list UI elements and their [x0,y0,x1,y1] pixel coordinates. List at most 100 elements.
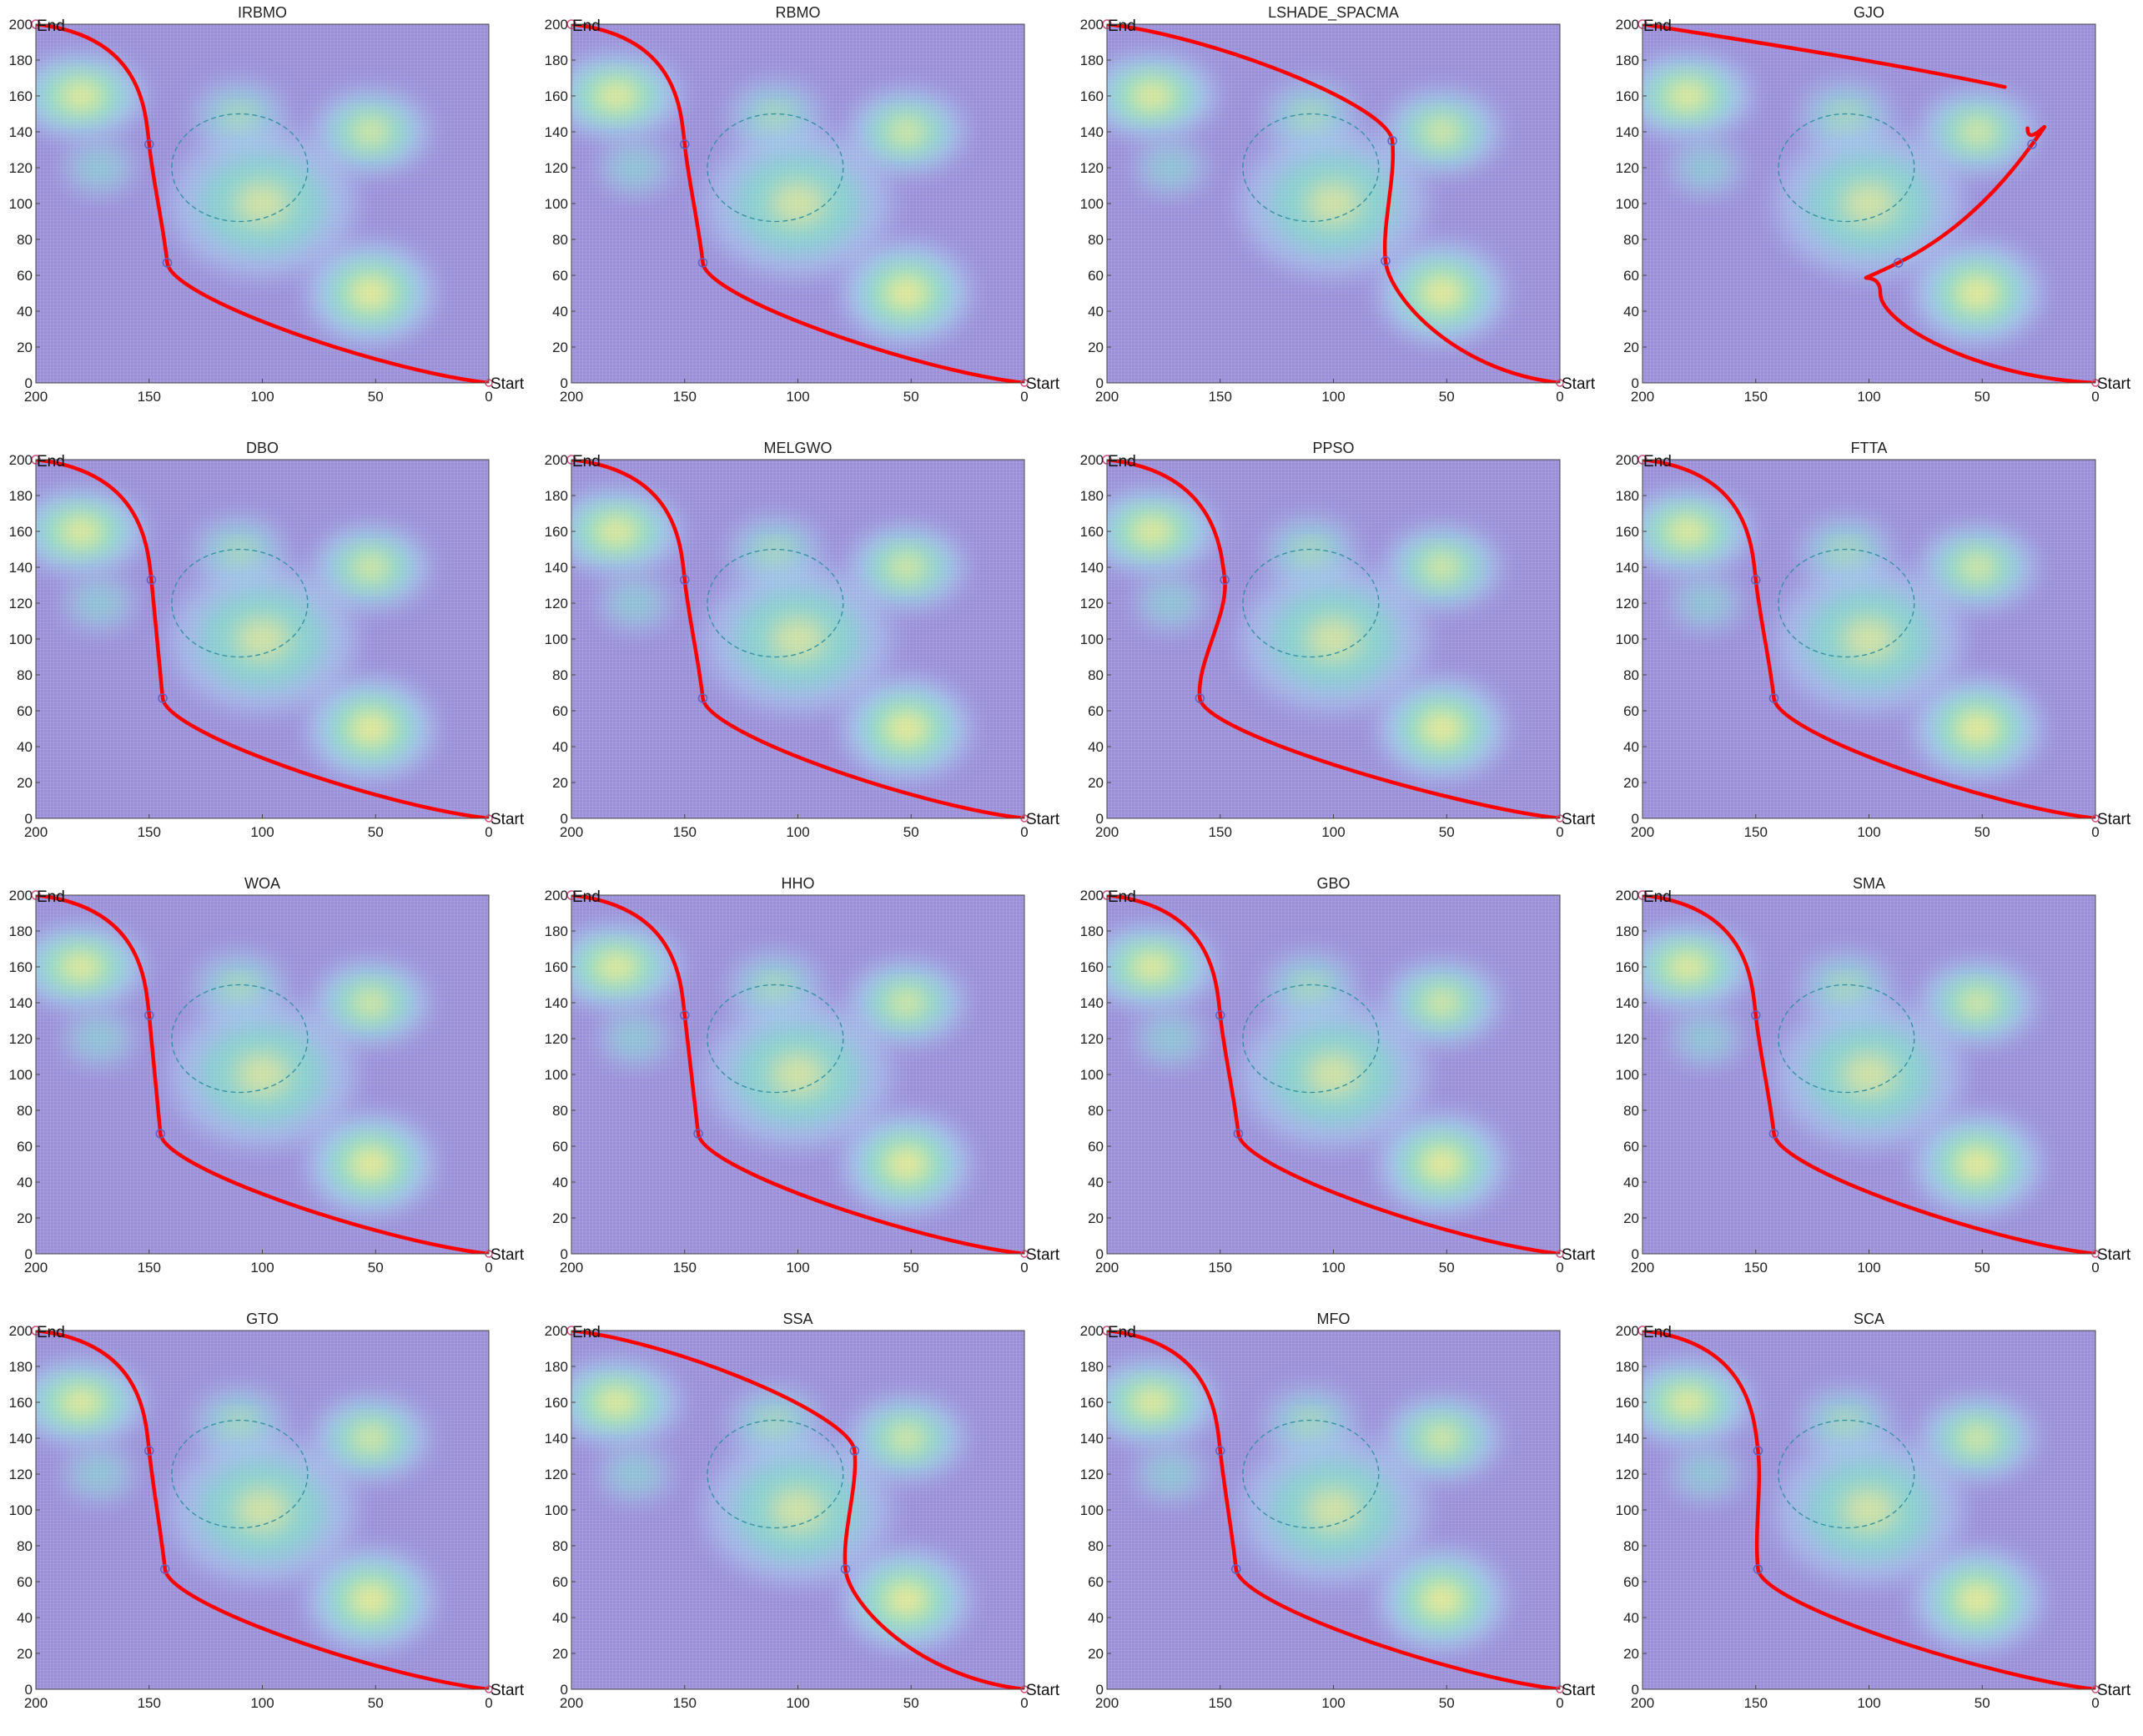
x-tick-label: 50 [1974,824,1990,840]
plot-title: GBO [1316,875,1350,892]
path-line [1642,895,2095,1254]
y-tick-label: 160 [9,959,33,975]
y-tick-label: 40 [552,739,568,755]
x-tick-label: 100 [1321,824,1345,840]
y-tick-label: 100 [9,1067,33,1083]
subplot-svg: 200 150 100 50 0 0 20 40 60 80 100 120 140 160 180 200 G… [9,1311,525,1711]
y-tick-label: 200 [545,452,568,468]
y-tick-label: 20 [1088,340,1104,355]
y-tick-label: 120 [1616,1467,1639,1482]
plot-title: GTO [246,1311,279,1327]
y-tick-label: 0 [25,375,33,391]
waypoint-marker [160,1564,170,1574]
plot-title: GJO [1854,4,1884,21]
y-tick-label: 140 [1080,995,1104,1011]
y-tick-label: 100 [545,1502,568,1518]
circle-obstacle [707,984,844,1094]
y-tick-label: 120 [1616,160,1639,176]
y-tick-label: 100 [1616,632,1639,647]
y-tick-label: 160 [9,524,33,540]
x-tick-label: 150 [138,1695,161,1711]
y-tick-label: 180 [1616,1359,1639,1375]
x-tick-label: 150 [138,824,161,840]
y-tick-label: 180 [9,1359,33,1375]
mesh-overlay [1642,895,2095,1254]
path-line [571,895,1024,1254]
subplot-svg: 200 150 100 50 0 0 20 40 60 80 100 120 140 160 180 200 P… [1080,440,1596,840]
y-tick-label: 160 [545,1395,568,1411]
y-tick-label: 40 [17,1175,33,1190]
plot-title: SSA [782,1311,812,1327]
x-tick-label: 0 [1020,824,1028,840]
subplot-gto: 200 150 100 50 0 0 20 40 60 80 100 120 140 160 180 200 G… [0,1306,536,1736]
mesh-overlay [1642,24,2095,383]
mesh-overlay [36,460,489,818]
y-tick-label: 140 [9,1431,33,1447]
x-tick-label: 150 [673,824,697,840]
y-tick-label: 60 [1088,1574,1104,1590]
circle-obstacle [1778,548,1915,658]
mesh-overlay [571,1331,1024,1689]
subplot-svg: 200 150 100 50 0 0 20 40 60 80 100 120 140 160 180 200 G… [1080,875,1596,1276]
y-tick-label: 160 [1616,1395,1639,1411]
y-tick-label: 60 [1088,1139,1104,1155]
x-tick-label: 50 [368,824,384,840]
subplot-woa: 200 150 100 50 0 0 20 40 60 80 100 120 140 160 180 200 W… [0,871,536,1301]
y-tick-label: 200 [545,1323,568,1339]
x-tick-label: 50 [1439,824,1455,840]
circle-obstacle [1242,1419,1380,1529]
mesh-overlay [36,895,489,1254]
end-label: End [37,453,65,470]
y-tick-label: 160 [545,959,568,975]
x-tick-label: 100 [786,824,809,840]
y-tick-label: 0 [1632,375,1639,391]
start-label: Start [490,375,525,393]
x-tick-label: 200 [1095,1695,1119,1711]
y-tick-label: 60 [1623,703,1639,719]
y-tick-label: 40 [17,1610,33,1626]
start-label: Start [1026,1246,1060,1264]
y-tick-label: 0 [1096,1682,1104,1698]
x-tick-label: 0 [485,389,492,405]
waypoint-marker [1894,258,1904,268]
y-tick-label: 60 [1623,1574,1639,1590]
waypoint-marker [1768,693,1779,703]
x-tick-label: 100 [786,1695,809,1711]
x-tick-label: 50 [903,1260,919,1276]
x-tick-label: 50 [1439,389,1455,405]
y-tick-label: 40 [552,1175,568,1190]
subplot-svg: 200 150 100 50 0 0 20 40 60 80 100 120 140 160 180 200 S… [1616,875,2131,1276]
y-tick-label: 200 [9,888,33,903]
circle-obstacle [1778,113,1915,223]
y-tick-label: 0 [25,1682,33,1698]
y-tick-label: 200 [1616,1323,1639,1339]
y-tick-label: 40 [1088,304,1104,320]
y-tick-label: 60 [17,703,33,719]
y-tick-label: 20 [1623,340,1639,355]
y-tick-label: 0 [25,1246,33,1262]
subplot-lshade_spacma: 200 150 100 50 0 0 20 40 60 80 100 120 140 160 180 200 L… [1071,0,1607,430]
y-tick-label: 80 [552,1103,568,1119]
subplot-ppso: 200 150 100 50 0 0 20 40 60 80 100 120 140 160 180 200 P… [1071,435,1607,865]
subplot-hho: 200 150 100 50 0 0 20 40 60 80 100 120 140 160 180 200 H… [536,871,1071,1301]
x-tick-label: 50 [1439,1695,1455,1711]
plot-title: SCA [1854,1311,1884,1327]
circle-obstacle [707,548,844,658]
subplot-svg: 200 150 100 50 0 0 20 40 60 80 100 120 140 160 180 200 L… [1080,4,1596,405]
y-tick-label: 40 [1623,739,1639,755]
y-tick-label: 20 [552,775,568,791]
circle-obstacle [171,984,309,1094]
y-tick-label: 60 [17,1139,33,1155]
y-tick-label: 80 [552,232,568,248]
y-tick-label: 140 [545,560,568,576]
y-tick-label: 80 [1088,232,1104,248]
plot-title: FTTA [1851,440,1888,456]
subplot-sma: 200 150 100 50 0 0 20 40 60 80 100 120 140 160 180 200 S… [1607,871,2142,1301]
y-tick-label: 160 [1080,1395,1104,1411]
plot-title: WOA [244,875,280,892]
y-tick-label: 160 [545,524,568,540]
x-tick-label: 150 [1209,824,1232,840]
y-tick-label: 80 [1088,1538,1104,1554]
plot-title: SMA [1853,875,1885,892]
start-label: Start [1562,375,1596,393]
